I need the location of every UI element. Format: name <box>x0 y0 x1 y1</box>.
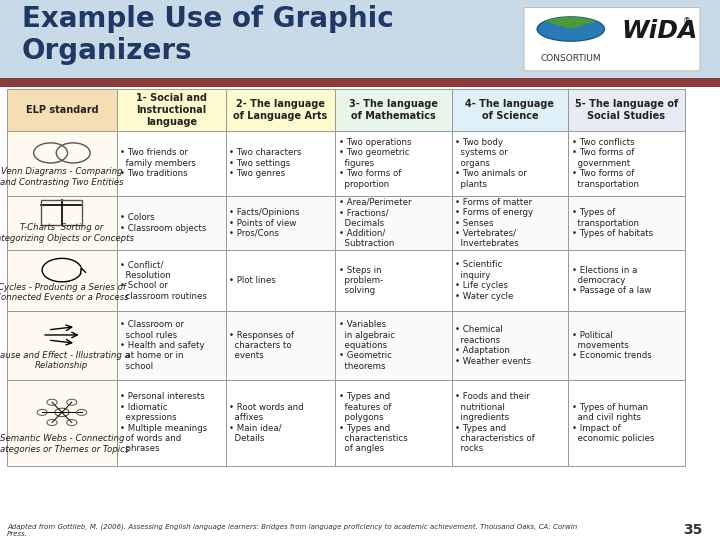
Wedge shape <box>545 17 597 29</box>
Bar <box>451 196 568 250</box>
Text: • Classroom or
  school rules
• Health and safety
  at home or in
  school: • Classroom or school rules • Health and… <box>120 320 204 371</box>
Text: • Two characters
• Two settings
• Two genres: • Two characters • Two settings • Two ge… <box>230 148 302 178</box>
Bar <box>336 250 451 311</box>
Bar <box>117 89 226 131</box>
Bar <box>117 380 226 465</box>
Bar <box>117 311 226 380</box>
Bar <box>336 311 451 380</box>
Bar <box>451 250 568 311</box>
Text: • Responses of
  characters to
  events: • Responses of characters to events <box>230 330 294 360</box>
Bar <box>451 89 568 131</box>
Bar <box>568 380 685 465</box>
Bar <box>117 196 226 250</box>
Text: • Elections in a
  democracy
• Passage of a law: • Elections in a democracy • Passage of … <box>572 266 651 295</box>
Bar <box>7 311 117 380</box>
Bar <box>7 380 117 465</box>
Text: WiDA: WiDA <box>621 19 698 43</box>
Text: Adapted from Gottlieb, M. (2006). Assessing English language learners: Bridges f: Adapted from Gottlieb, M. (2006). Assess… <box>7 524 577 537</box>
Bar <box>568 196 685 250</box>
Text: 3- The language
of Mathematics: 3- The language of Mathematics <box>349 99 438 121</box>
Bar <box>226 89 336 131</box>
Bar <box>226 131 336 196</box>
Bar <box>7 250 117 311</box>
Text: T-Charts  Sorting or
Categorizing Objects or Concepts: T-Charts Sorting or Categorizing Objects… <box>0 223 134 242</box>
Text: • Foods and their
  nutritional
  ingredients
• Types and
  characteristics of
 : • Foods and their nutritional ingredient… <box>455 393 535 454</box>
Bar <box>7 89 117 131</box>
FancyBboxPatch shape <box>0 0 720 78</box>
Text: • Variables
  in algebraic
  equations
• Geometric
  theorems: • Variables in algebraic equations • Geo… <box>339 320 395 371</box>
Text: • Types of
  transportation
• Types of habitats: • Types of transportation • Types of hab… <box>572 208 653 238</box>
Text: 1- Social and
Instructional
language: 1- Social and Instructional language <box>136 93 207 126</box>
Bar <box>7 196 117 250</box>
Text: • Two conflicts
• Two forms of
  government
• Two forms of
  transportation: • Two conflicts • Two forms of governmen… <box>572 138 639 188</box>
Text: • Two operations
• Two geometric
  figures
• Two forms of
  proportion: • Two operations • Two geometric figures… <box>339 138 411 188</box>
Bar <box>451 311 568 380</box>
Bar <box>568 250 685 311</box>
Text: Venn Diagrams - Comparing
and Contrasting Two Entities: Venn Diagrams - Comparing and Contrastin… <box>0 167 124 187</box>
Text: • Types and
  features of
  polygons
• Types and
  characteristics
  of angles: • Types and features of polygons • Types… <box>339 393 408 454</box>
Text: • Chemical
  reactions
• Adaptation
• Weather events: • Chemical reactions • Adaptation • Weat… <box>455 325 531 366</box>
Text: • Types of human
  and civil rights
• Impact of
  economic policies: • Types of human and civil rights • Impa… <box>572 403 654 443</box>
Text: ELP standard: ELP standard <box>26 105 98 115</box>
Bar <box>336 380 451 465</box>
Text: • Root words and
  affixes
• Main idea/
  Details: • Root words and affixes • Main idea/ De… <box>230 403 304 443</box>
Bar <box>226 311 336 380</box>
Text: • Political
  movements
• Economic trends: • Political movements • Economic trends <box>572 330 652 360</box>
Text: • Facts/Opinions
• Points of view
• Pros/Cons: • Facts/Opinions • Points of view • Pros… <box>230 208 300 238</box>
Text: 2- The language
of Language Arts: 2- The language of Language Arts <box>233 99 328 121</box>
Bar <box>451 131 568 196</box>
Text: • Conflict/
  Resolution
• School or
  classroom routines: • Conflict/ Resolution • School or class… <box>120 260 207 301</box>
Text: • Forms of matter
• Forms of energy
• Senses
• Vertebrates/
  Invertebrates: • Forms of matter • Forms of energy • Se… <box>455 198 534 248</box>
Circle shape <box>537 17 605 41</box>
Bar <box>568 311 685 380</box>
Text: Semantic Webs - Connecting
Categories or Themes or Topics: Semantic Webs - Connecting Categories or… <box>0 434 130 454</box>
Text: • Two body
  systems or
  organs
• Two animals or
  plants: • Two body systems or organs • Two anima… <box>455 138 527 188</box>
Text: • Steps in
  problem-
  solving: • Steps in problem- solving <box>339 266 383 295</box>
Bar <box>117 250 226 311</box>
Bar <box>226 380 336 465</box>
Text: • Scientific
  inquiry
• Life cycles
• Water cycle: • Scientific inquiry • Life cycles • Wat… <box>455 260 513 301</box>
Text: • Colors
• Classroom objects: • Colors • Classroom objects <box>120 213 207 233</box>
Text: 5- The language of
Social Studies: 5- The language of Social Studies <box>575 99 678 121</box>
Text: • Plot lines: • Plot lines <box>230 276 276 285</box>
Text: 4- The language
of Science: 4- The language of Science <box>465 99 554 121</box>
Bar <box>568 89 685 131</box>
Text: CONSORTIUM: CONSORTIUM <box>541 53 601 63</box>
Bar <box>451 380 568 465</box>
Bar <box>226 196 336 250</box>
FancyBboxPatch shape <box>524 8 700 71</box>
Text: Cause and Effect - Illustrating a
Relationship: Cause and Effect - Illustrating a Relati… <box>0 351 130 370</box>
Bar <box>336 196 451 250</box>
Bar <box>336 131 451 196</box>
Bar <box>41 200 82 225</box>
Text: • Personal interests
• Idiomatic
  expressions
• Multiple meanings
  of words an: • Personal interests • Idiomatic express… <box>120 393 207 454</box>
Bar <box>568 131 685 196</box>
Text: • Two friends or
  family members
• Two traditions: • Two friends or family members • Two tr… <box>120 148 196 178</box>
Text: ®: ® <box>683 17 691 26</box>
Bar <box>336 89 451 131</box>
Text: • Area/Perimeter
• Fractions/
  Decimals
• Addition/
  Subtraction: • Area/Perimeter • Fractions/ Decimals •… <box>339 198 411 248</box>
Text: Example Use of Graphic
Organizers: Example Use of Graphic Organizers <box>22 5 393 65</box>
Bar <box>7 131 117 196</box>
Text: 35: 35 <box>683 523 702 537</box>
Bar <box>117 131 226 196</box>
Bar <box>226 250 336 311</box>
Text: Cycles - Producing a Series of
Connected Events or a Process: Cycles - Producing a Series of Connected… <box>0 283 129 302</box>
